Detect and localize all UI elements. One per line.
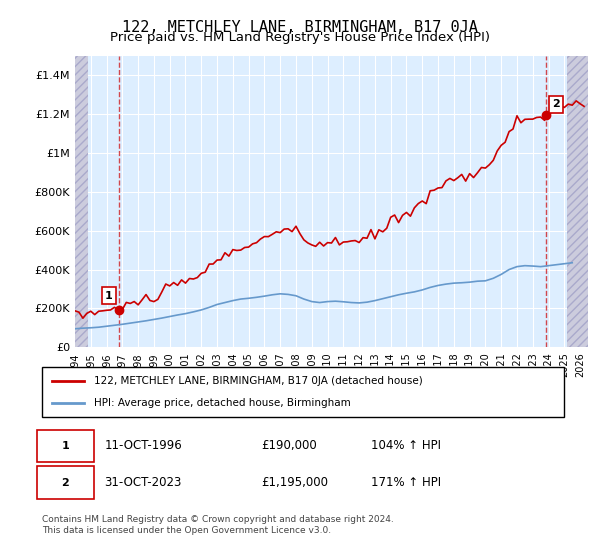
Text: Contains HM Land Registry data © Crown copyright and database right 2024.
This d: Contains HM Land Registry data © Crown c… — [42, 515, 394, 535]
Text: 11-OCT-1996: 11-OCT-1996 — [104, 440, 182, 452]
Text: HPI: Average price, detached house, Birmingham: HPI: Average price, detached house, Birm… — [94, 398, 351, 408]
Text: 31-OCT-2023: 31-OCT-2023 — [104, 477, 182, 489]
Text: 2: 2 — [62, 478, 70, 488]
Bar — [568, 56, 588, 347]
Text: £190,000: £190,000 — [261, 440, 317, 452]
FancyBboxPatch shape — [37, 466, 94, 500]
Bar — [75, 56, 88, 347]
Text: 104% ↑ HPI: 104% ↑ HPI — [371, 440, 441, 452]
Text: 122, METCHLEY LANE, BIRMINGHAM, B17 0JA: 122, METCHLEY LANE, BIRMINGHAM, B17 0JA — [122, 20, 478, 35]
FancyBboxPatch shape — [37, 430, 94, 463]
Text: 1: 1 — [62, 441, 70, 451]
Text: £1,195,000: £1,195,000 — [261, 477, 328, 489]
Text: 171% ↑ HPI: 171% ↑ HPI — [371, 477, 441, 489]
FancyBboxPatch shape — [42, 367, 564, 417]
Text: 122, METCHLEY LANE, BIRMINGHAM, B17 0JA (detached house): 122, METCHLEY LANE, BIRMINGHAM, B17 0JA … — [94, 376, 423, 386]
Text: 2: 2 — [552, 99, 560, 109]
Text: 1: 1 — [105, 291, 113, 301]
Text: Price paid vs. HM Land Registry's House Price Index (HPI): Price paid vs. HM Land Registry's House … — [110, 31, 490, 44]
